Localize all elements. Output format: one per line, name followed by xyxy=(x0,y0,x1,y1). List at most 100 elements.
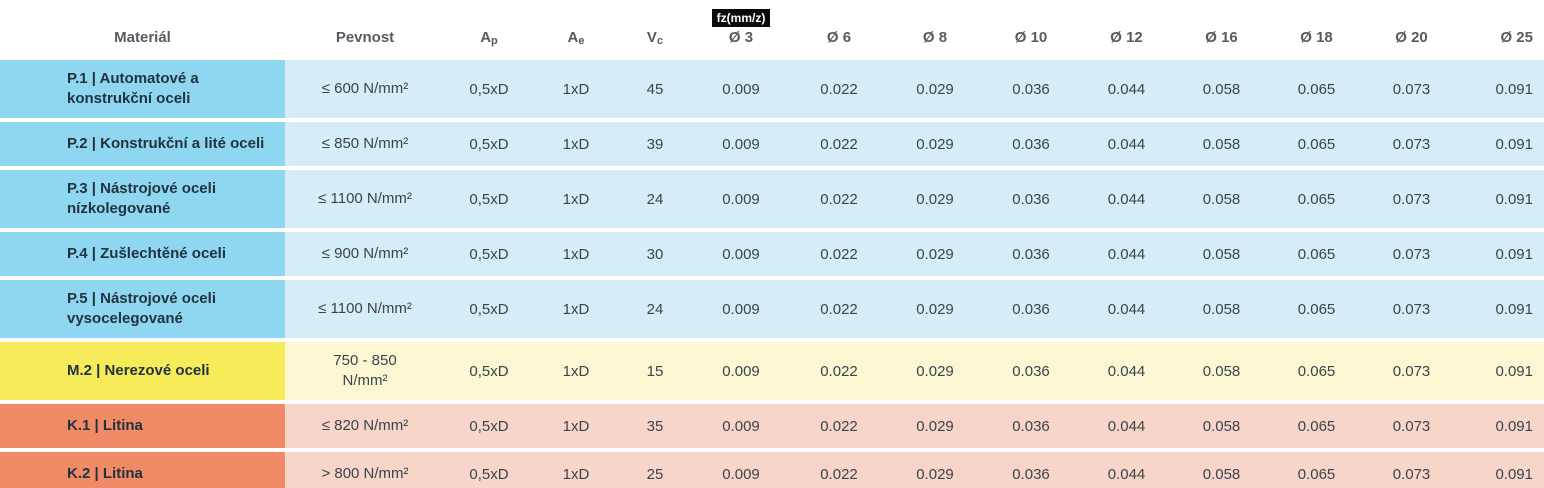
ap-symbol: A xyxy=(480,29,492,46)
vc-symbol: V xyxy=(646,29,657,46)
ap-cell: 0,5xD xyxy=(469,80,509,98)
fz-cell: 0.073 xyxy=(1392,465,1431,483)
col-header-pevnost: Pevnost xyxy=(335,29,395,46)
col-header-diameter: Ø 12 xyxy=(1079,0,1174,56)
col-header-diameter: Ø 20 xyxy=(1364,0,1459,56)
fz-cell: 0.009 xyxy=(722,465,760,483)
pevnost-cell: > 800 N/mm² xyxy=(321,465,409,482)
fz-cell: 0.091 xyxy=(1495,190,1533,208)
col-header-diameter: Ø 8 xyxy=(887,0,983,56)
fz-cell: 0.022 xyxy=(820,80,858,98)
table-row: P.4 | Zušlechtěné oceli ≤ 900 N/mm² 0,5xD 1… xyxy=(0,232,1544,276)
fz-cell: 0.065 xyxy=(1297,417,1336,435)
fz-cell: 0.009 xyxy=(722,80,760,98)
fz-unit-badge: fz(mm/z) xyxy=(711,9,771,27)
fz-cell: 0.091 xyxy=(1495,417,1533,435)
ae-cell: 1xD xyxy=(562,245,590,263)
vc-cell: 24 xyxy=(646,190,664,208)
fz-cell: 0.065 xyxy=(1297,245,1336,263)
fz-cell: 0.058 xyxy=(1202,300,1241,318)
fz-cell: 0.044 xyxy=(1107,135,1146,153)
fz-cell: 0.058 xyxy=(1202,245,1241,263)
material-cell: P.1 | Automatové a konstrukční oceli xyxy=(0,60,285,118)
col-header-diameter: Ø 18 xyxy=(1269,0,1364,56)
fz-cell: 0.036 xyxy=(1012,362,1050,380)
diameter-label: Ø 10 xyxy=(1014,29,1048,46)
table-row: P.3 | Nástrojové oceli nízkolegované ≤ 11… xyxy=(0,170,1544,228)
vc-cell: 24 xyxy=(646,300,664,318)
ae-cell: 1xD xyxy=(562,300,590,318)
fz-cell: 0.029 xyxy=(916,80,954,98)
table-row: K.2 | Litina > 800 N/mm² 0,5xD 1xD 25 0.009 0.… xyxy=(0,452,1544,488)
pevnost-cell: ≤ 600 N/mm² xyxy=(321,80,409,97)
fz-cell: 0.009 xyxy=(722,135,760,153)
fz-cell: 0.065 xyxy=(1297,465,1336,483)
fz-cell: 0.044 xyxy=(1107,465,1146,483)
pevnost-cell: ≤ 1100 N/mm² xyxy=(318,300,412,317)
ap-cell: 0,5xD xyxy=(469,300,509,318)
ae-cell: 1xD xyxy=(562,80,590,98)
fz-cell: 0.073 xyxy=(1392,190,1431,208)
ap-cell: 0,5xD xyxy=(469,417,509,435)
fz-cell: 0.022 xyxy=(820,190,858,208)
ap-cell: 0,5xD xyxy=(469,135,509,153)
vc-cell: 15 xyxy=(646,362,664,380)
col-header-material: Materiál xyxy=(114,29,171,46)
fz-cell: 0.044 xyxy=(1107,417,1146,435)
fz-cell: 0.091 xyxy=(1495,135,1533,153)
ae-cell: 1xD xyxy=(562,135,590,153)
fz-cell: 0.029 xyxy=(916,135,954,153)
material-cell: P.3 | Nástrojové oceli nízkolegované xyxy=(0,170,285,228)
material-cell: K.1 | Litina xyxy=(0,404,285,448)
fz-cell: 0.073 xyxy=(1392,417,1431,435)
col-header-diameter: Ø 6 xyxy=(791,0,887,56)
table-row: P.1 | Automatové a konstrukční oceli ≤ 60… xyxy=(0,60,1544,118)
diameter-label: Ø 6 xyxy=(826,29,852,46)
diameter-label: Ø 12 xyxy=(1110,29,1143,46)
fz-cell: 0.036 xyxy=(1012,245,1050,263)
material-cell: P.5 | Nástrojové oceli vysocelegované xyxy=(0,280,285,338)
ap-cell: 0,5xD xyxy=(469,362,509,380)
vc-subscript: c xyxy=(656,35,664,47)
fz-cell: 0.036 xyxy=(1012,80,1050,98)
fz-cell: 0.036 xyxy=(1012,465,1050,483)
fz-cell: 0.058 xyxy=(1202,190,1241,208)
fz-cell: 0.036 xyxy=(1012,190,1050,208)
fz-cell: 0.029 xyxy=(916,300,954,318)
fz-cell: 0.065 xyxy=(1297,190,1336,208)
fz-cell: 0.091 xyxy=(1495,465,1533,483)
vc-cell: 25 xyxy=(646,465,664,483)
fz-cell: 0.091 xyxy=(1495,80,1533,98)
ae-cell: 1xD xyxy=(562,190,590,208)
fz-cell: 0.029 xyxy=(916,245,954,263)
fz-cell: 0.036 xyxy=(1012,417,1050,435)
diameter-label: Ø 25 xyxy=(1500,29,1533,46)
col-header-diameter: Ø 25 xyxy=(1459,0,1544,56)
table-row: K.1 | Litina ≤ 820 N/mm² 0,5xD 1xD 35 0.009 0.… xyxy=(0,404,1544,448)
pevnost-cell: 750 - 850 N/mm² xyxy=(333,352,397,389)
ae-cell: 1xD xyxy=(562,417,590,435)
diameter-label: Ø 20 xyxy=(1395,29,1428,46)
pevnost-cell: ≤ 1100 N/mm² xyxy=(318,190,412,207)
fz-cell: 0.029 xyxy=(916,190,954,208)
pevnost-cell: ≤ 900 N/mm² xyxy=(321,245,409,262)
fz-cell: 0.058 xyxy=(1202,465,1241,483)
material-cell: P.4 | Zušlechtěné oceli xyxy=(0,232,285,276)
material-cell: M.2 | Nerezové oceli xyxy=(0,342,285,400)
ae-cell: 1xD xyxy=(562,362,590,380)
fz-cell: 0.073 xyxy=(1392,300,1431,318)
ae-symbol: A xyxy=(567,29,579,46)
table-row: P.5 | Nástrojové oceli vysocelegované ≤ 1… xyxy=(0,280,1544,338)
fz-cell: 0.044 xyxy=(1107,190,1146,208)
ap-cell: 0,5xD xyxy=(469,465,509,483)
fz-cell: 0.044 xyxy=(1107,300,1146,318)
fz-cell: 0.036 xyxy=(1012,300,1050,318)
fz-cell: 0.022 xyxy=(820,135,858,153)
ap-cell: 0,5xD xyxy=(469,245,509,263)
fz-cell: 0.058 xyxy=(1202,80,1241,98)
fz-cell: 0.044 xyxy=(1107,362,1146,380)
fz-cell: 0.044 xyxy=(1107,80,1146,98)
